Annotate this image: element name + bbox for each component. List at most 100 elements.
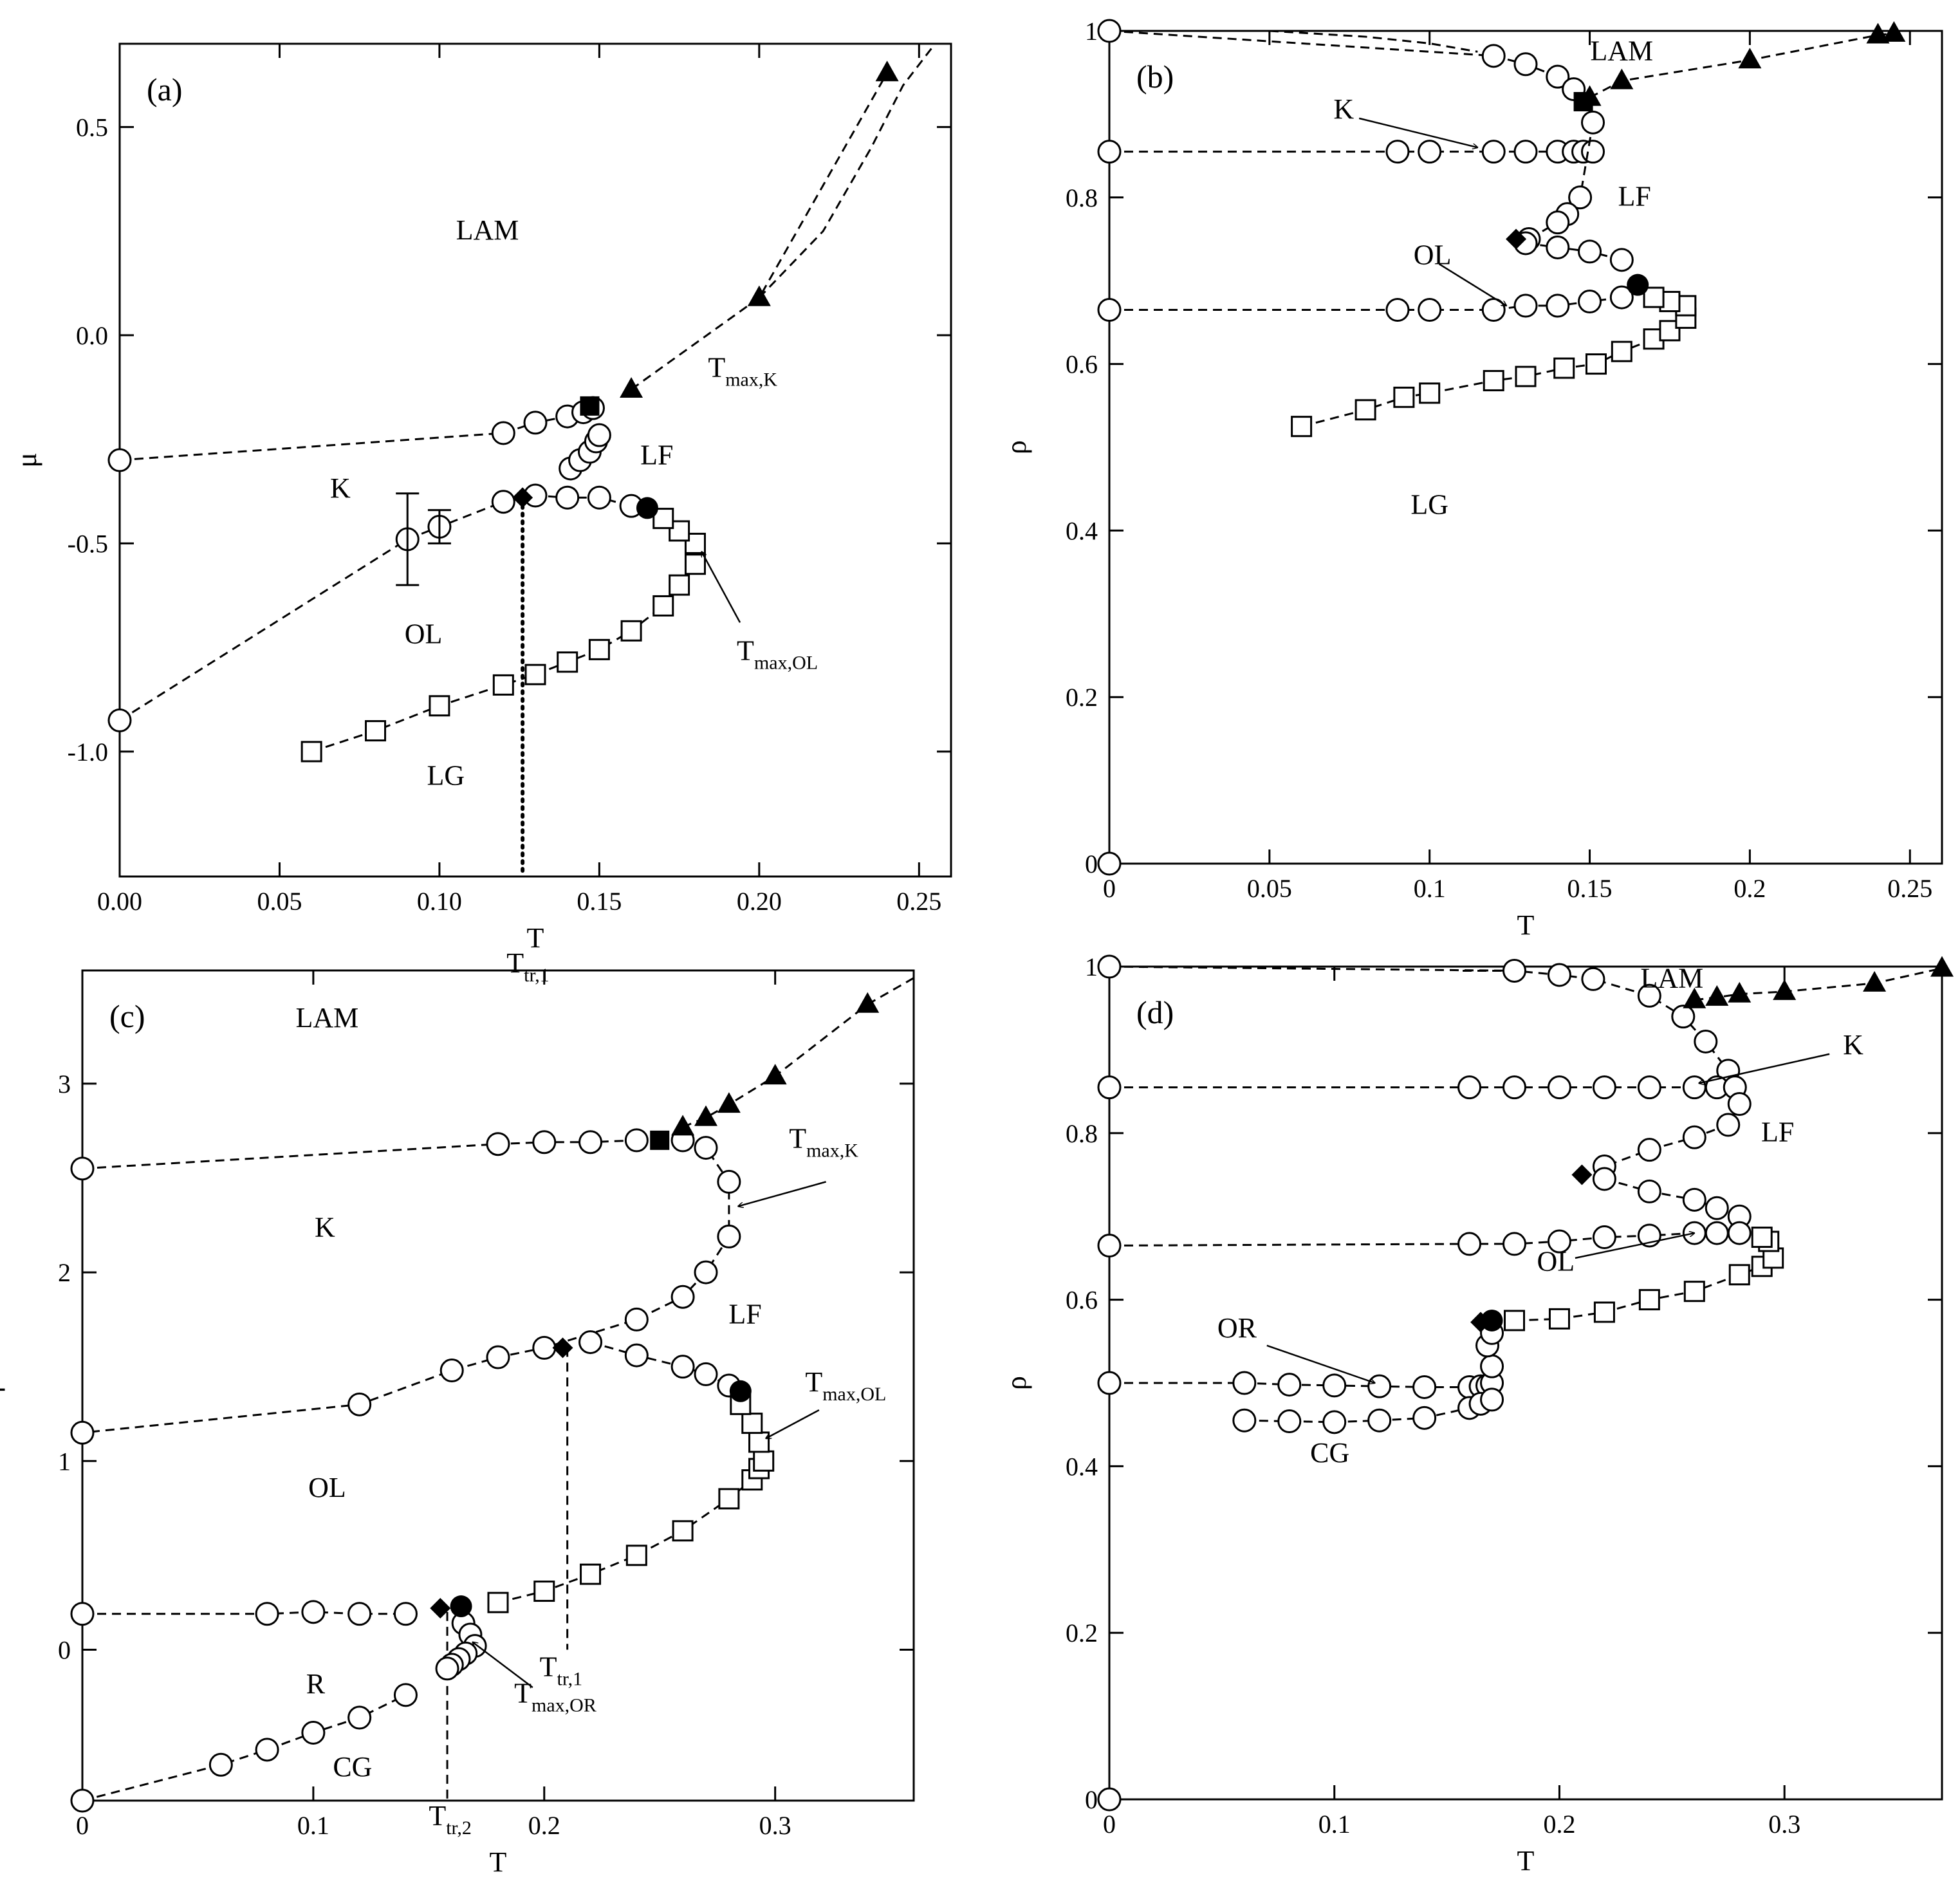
data-point-square [365, 720, 387, 742]
data-point-square [429, 695, 450, 717]
phase-region-label: LAM [1640, 962, 1703, 994]
data-point-circle [347, 1705, 372, 1730]
annotation-arrow [1575, 1233, 1694, 1259]
annotation-label: Tmax,OR [514, 1678, 596, 1716]
panel-label: (b) [1136, 59, 1174, 95]
annotation-main: K [1333, 93, 1354, 125]
data-point-circle [1581, 110, 1605, 134]
y-tick-label: 1 [1085, 17, 1098, 46]
boundary-curve [758, 43, 936, 299]
data-point-square [753, 1450, 775, 1472]
data-point-circle [1609, 248, 1634, 272]
data-point-triangle-filled [1882, 21, 1906, 42]
annotation-label: K [1333, 93, 1354, 125]
y-tick-label: 0.0 [76, 321, 108, 350]
y-tick-label: -1.0 [68, 737, 108, 766]
data-point-circle [1097, 954, 1122, 979]
data-point-circle [1581, 140, 1605, 164]
panel-label: (d) [1136, 994, 1174, 1030]
annotation-label: Ttr,2 [429, 1800, 472, 1839]
data-point-circle [1727, 1092, 1752, 1117]
y-tick-label: 0.8 [1066, 183, 1098, 212]
data-point-circle [1592, 1167, 1616, 1191]
series-line [1694, 967, 1943, 1001]
y-tick-label: 0.6 [1066, 1286, 1098, 1315]
annotation-arrow [473, 1642, 533, 1689]
data-point-circle [1457, 1075, 1482, 1100]
data-point-square-filled [650, 1130, 670, 1150]
annotation-subscript: max,K [806, 1140, 858, 1162]
data-point-circle [523, 411, 548, 435]
phase-region-label: CG [333, 1751, 372, 1783]
x-tick-label: 0.15 [577, 887, 622, 916]
data-point-circle-filled [1481, 1309, 1503, 1331]
boundary-curve [867, 977, 914, 1006]
data-point-circle [1097, 1233, 1122, 1257]
data-point-square [669, 574, 690, 596]
data-point-square [1638, 1289, 1660, 1311]
x-axis-label: T [527, 922, 544, 954]
data-point-circle [301, 1720, 326, 1745]
data-point-circle [1727, 1221, 1752, 1245]
data-point-square [718, 1488, 740, 1510]
y-tick-label: 0.8 [1066, 1119, 1098, 1148]
data-point-circle [1322, 1373, 1347, 1398]
y-tick-label: 0.2 [1066, 683, 1098, 712]
data-point-circle [435, 1656, 459, 1681]
data-point-circle [587, 423, 611, 447]
data-point-circle [1385, 297, 1410, 322]
data-point-square [1553, 357, 1575, 379]
annotation-subscript: tr,1 [557, 1669, 582, 1690]
annotation-label: OL [1537, 1245, 1575, 1277]
x-tick-label: 0 [76, 1811, 89, 1840]
data-point-square [1728, 1264, 1750, 1286]
data-point-circle [1637, 983, 1661, 1008]
data-point-circle [1682, 1125, 1706, 1149]
data-point-circle [1367, 1408, 1392, 1433]
data-point-square [533, 1581, 555, 1602]
data-point-circle [532, 1335, 557, 1360]
x-tick-label: 0.10 [417, 887, 462, 916]
y-tick-label: 0 [1085, 849, 1098, 878]
annotation-label: Tmax,OL [805, 1366, 886, 1405]
data-point-circle [1546, 210, 1570, 235]
annotation-arrow [1358, 117, 1477, 147]
data-point-circle [70, 1156, 95, 1181]
x-tick-label: 0.15 [1567, 874, 1613, 903]
data-point-diamond-filled [1506, 228, 1527, 250]
annotation-label: Ttr,1 [540, 1651, 583, 1690]
data-point-circle [1412, 1375, 1437, 1399]
data-point-circle [1609, 285, 1634, 310]
phase-region-label: LF [1761, 1117, 1794, 1148]
data-point-circle [486, 1132, 510, 1156]
data-point-circle [1547, 963, 1571, 987]
data-point-triangle-filled [694, 1105, 717, 1126]
data-point-circle [1547, 1075, 1571, 1100]
data-point-circle [624, 1307, 649, 1331]
panel-label: (c) [109, 998, 145, 1034]
data-point-triangle-filled [1930, 956, 1954, 977]
data-point-square [1683, 1281, 1705, 1303]
data-point-circle [439, 1359, 464, 1383]
phase-region-label: LAM [1590, 35, 1653, 66]
data-point-circle [1097, 297, 1122, 322]
data-point-circle [1592, 1075, 1616, 1100]
annotation-arrow [738, 1181, 826, 1206]
series-line [631, 72, 888, 391]
plot-frame [118, 42, 952, 878]
data-point-circle [255, 1602, 279, 1626]
x-axis-label: T [1517, 909, 1535, 941]
x-tick-label: 0.25 [896, 887, 941, 916]
phase-region-label: LG [1410, 489, 1448, 521]
data-point-circle [1277, 1409, 1302, 1434]
y-tick-label: 0 [1085, 1785, 1098, 1814]
data-point-triangle-filled [763, 1064, 787, 1085]
annotation-arrow [1699, 1053, 1830, 1083]
panel-label: (a) [147, 71, 183, 107]
data-point-circle [1418, 297, 1442, 322]
x-tick-label: 0.05 [1247, 874, 1292, 903]
data-point-circle [70, 1602, 95, 1626]
annotation-arrow [1438, 263, 1507, 306]
x-tick-label: 0.2 [528, 1811, 560, 1840]
data-point-circle [1578, 239, 1602, 264]
